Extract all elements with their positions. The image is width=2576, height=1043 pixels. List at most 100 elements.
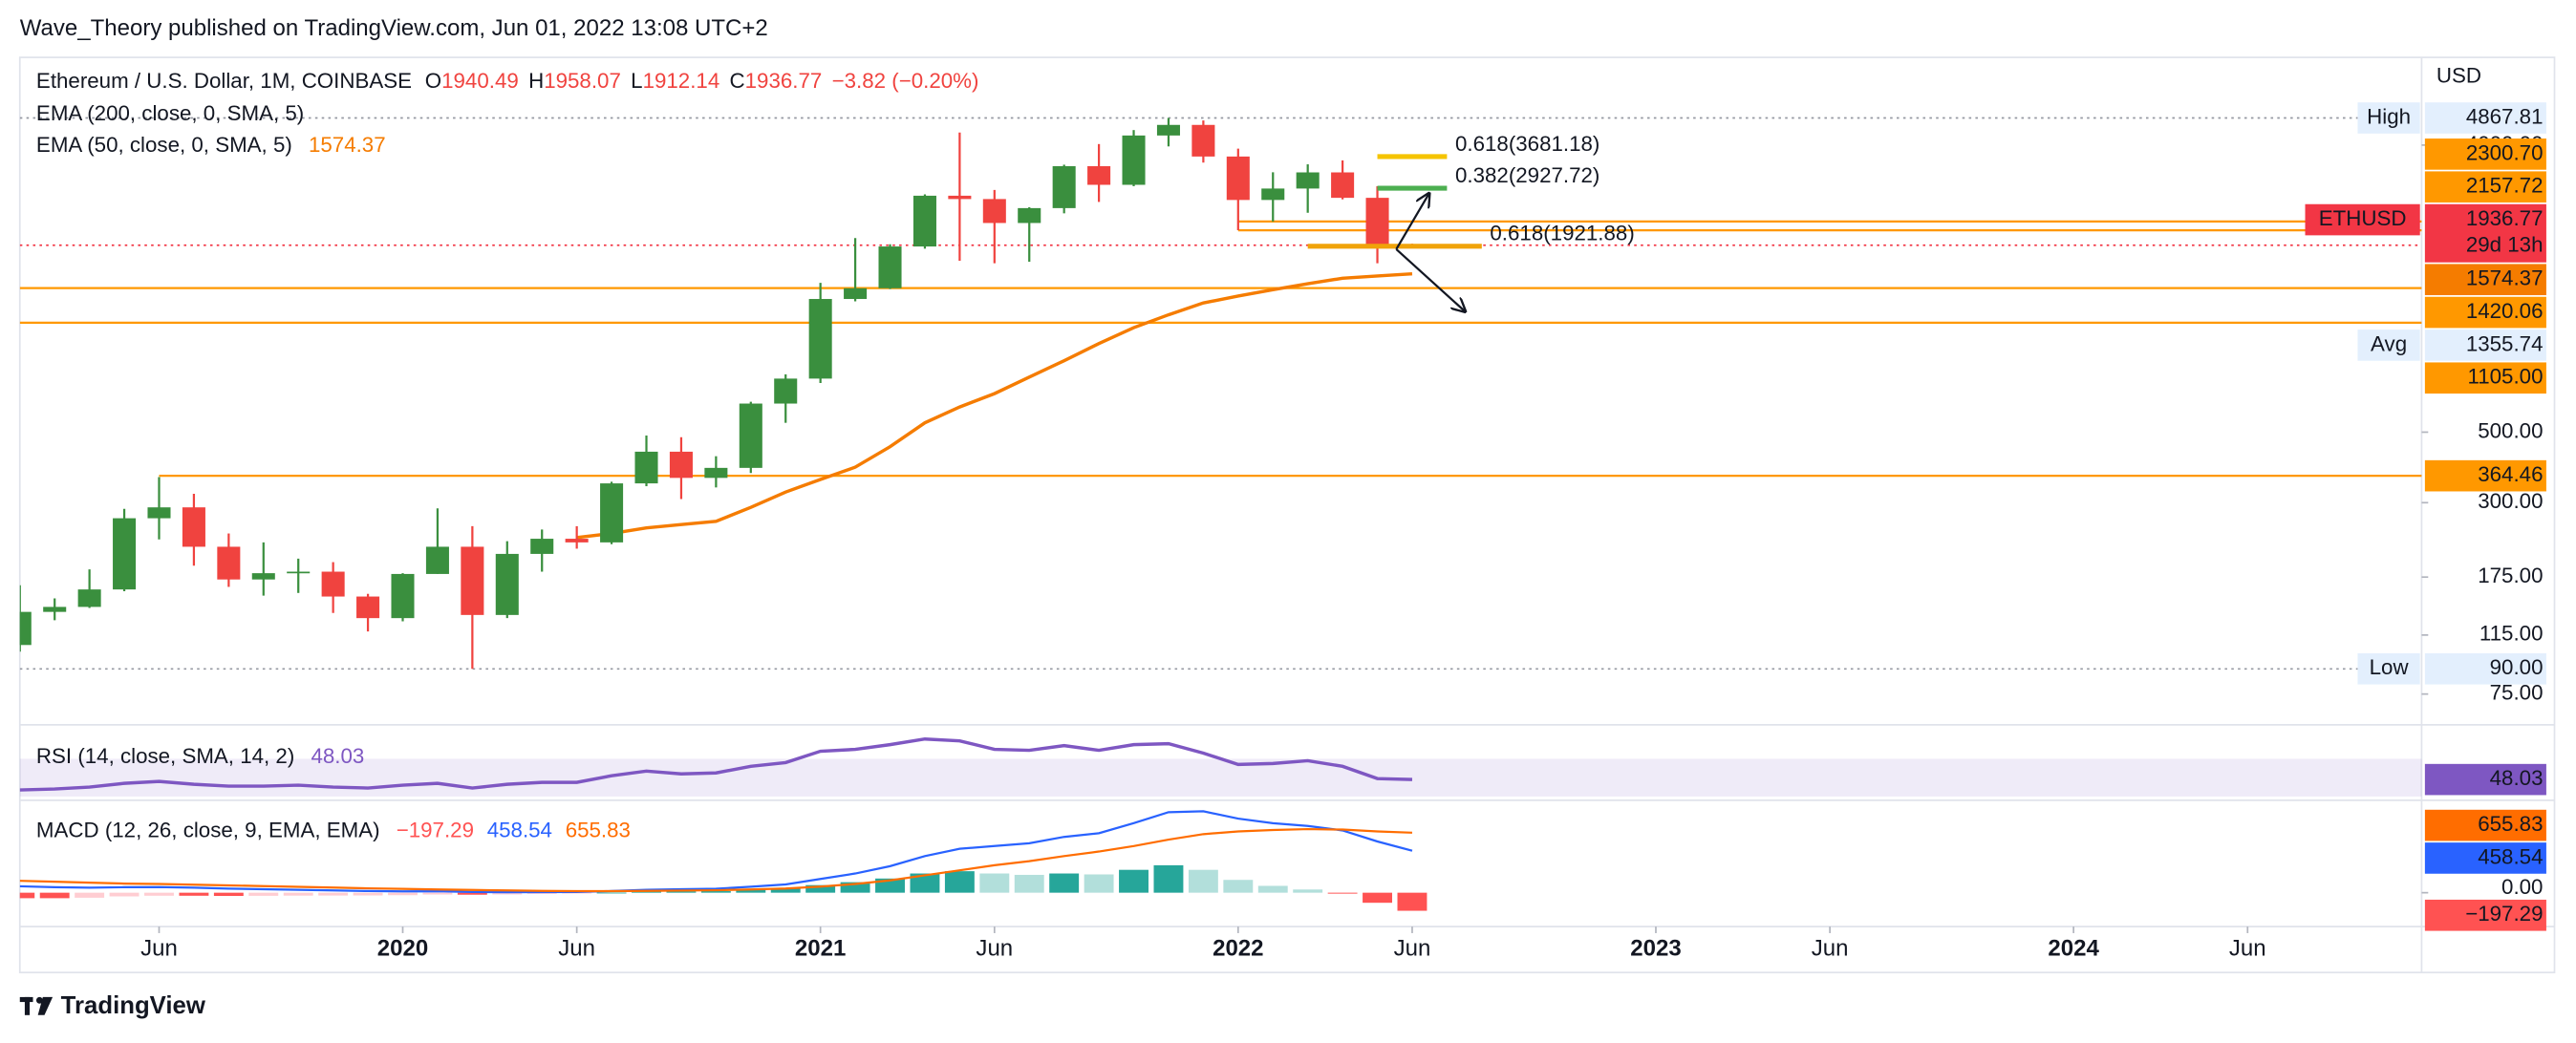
level-tag: 1420.06 [2466,299,2544,323]
macd-histogram-bar [144,892,174,896]
candle-body [113,518,137,590]
macd-histogram-bar [1293,889,1323,893]
level-tag-box [2424,296,2546,329]
ohlc-value: 1936.77 [745,69,823,93]
macd-histogram-bar [318,892,349,896]
macd-histogram-bar [19,892,35,899]
macd-tag-box [2424,842,2546,874]
macd-histogram-bar [353,892,383,896]
macd-histogram-bar [1223,880,1254,893]
candle-body [425,546,449,574]
ohlc-value: 1958.07 [544,69,621,93]
macd-histogram-bar [1188,869,1218,893]
level-tag: 4867.81 [2466,104,2544,128]
fib-label: 0.618(3681.18) [1455,132,1599,156]
level-name: Low [2370,655,2410,679]
candle-body [1331,172,1355,199]
candle-body [182,507,205,547]
rsi-pane [19,736,2422,797]
candle-body [1052,166,1076,208]
macd-histogram-bar [75,892,105,898]
legend-title: Ethereum / U.S. Dollar, 1M, COINBASE [36,69,412,93]
level-name: ETHUSD [2319,206,2407,230]
level-tag: 1355.74 [2466,331,2544,355]
candle-body [634,451,658,484]
logo-part [35,996,43,1004]
level-tag: 2157.72 [2466,174,2544,198]
macd-legend: MACD (12, 26, close, 9, EMA, EMA) −197.29… [36,818,631,841]
macd-histogram-bar [805,884,836,893]
macd-histogram-bar [283,892,313,896]
candle-body [1365,198,1389,245]
logo-part [24,996,31,1015]
axis-title: USD [2436,64,2481,88]
candle-body [43,607,67,612]
macd-histogram-bar [492,892,523,895]
x-tick-label: Jun [1394,935,1431,961]
x-tick-label: 2020 [377,935,428,961]
rsi-legend: RSI (14, close, SMA, 14, 2) 48.03 [36,744,364,768]
candle-body [287,571,311,574]
macd-histogram-bar [1153,864,1184,893]
macd-histogram-bar [979,873,1010,893]
arrow [1395,248,1465,311]
x-tick-label: 2021 [795,935,846,961]
candle-body [147,507,171,519]
level-tag: 90.00 [2490,655,2544,679]
level-name: High [2367,104,2411,128]
indicator-name: EMA (200, close, 0, SMA, 5) [36,101,304,125]
labels: 0.618(3681.18) 0.382(2927.72) 0.618(1921.8… [36,64,2546,961]
level-tag: 1105.00 [2467,365,2543,389]
candle-body [1261,188,1285,201]
signal-tag: 655.83 [2478,812,2543,836]
change: −3.82 (−0.20%) [832,69,979,93]
macd-line [19,810,1413,894]
y-tick-label: 0.00 [2501,875,2543,899]
ema-line [576,271,1413,540]
macd-histogram-bar [422,892,453,895]
macd-histogram-bar [700,891,731,893]
indicator-value: 458.54 [487,818,552,841]
indicator-name: MACD (12, 26, close, 9, EMA, EMA) [36,818,380,841]
candle-body [739,403,762,468]
candle-body [878,246,902,288]
indicator-value: 655.83 [566,818,631,841]
macd-histogram-bar [1084,874,1114,893]
candle-body [1191,124,1215,157]
level-name: Avg [2371,331,2407,355]
footer-brand: TradingView [61,992,206,1019]
candle-body [1226,156,1250,201]
candle-body [356,596,380,619]
candle-body [1296,172,1320,189]
level-tag-box [2424,102,2546,134]
macd-histogram-bar [526,892,557,894]
candle-body [774,378,798,404]
x-tick-label: Jun [2229,935,2266,961]
level-name-box [2357,102,2420,134]
level-name-box [2357,652,2420,685]
ohlc-letter: C [730,69,745,93]
candle-body [391,573,415,619]
macd-histogram-bar [944,871,975,893]
projection-arrows [1395,194,1465,312]
candle-body [77,589,101,607]
macd-histogram-bar [1049,873,1080,893]
macd-histogram-bar [562,892,592,894]
level-tag: 364.46 [2478,462,2543,486]
macd-histogram-bar [666,891,697,893]
level-tag-box [2424,264,2546,296]
macd-histogram-bar [840,882,870,893]
ohlc-letter: L [631,69,642,93]
x-tick-label: 2024 [2048,935,2099,961]
macd-histogram-bar [1327,892,1358,894]
macd-histogram-bar [1014,874,1044,893]
indicator-legend: EMA (50, close, 0, SMA, 5) 1574.37 [36,133,386,157]
rsi-tag-box [2424,763,2546,796]
macd-histogram-bar [457,892,487,895]
macd-histogram-bar [388,892,418,896]
macd-histogram-bar [179,892,209,896]
level-tag-box [2424,138,2546,170]
indicator-value: 1574.37 [309,133,386,157]
price-pane [19,117,2422,670]
